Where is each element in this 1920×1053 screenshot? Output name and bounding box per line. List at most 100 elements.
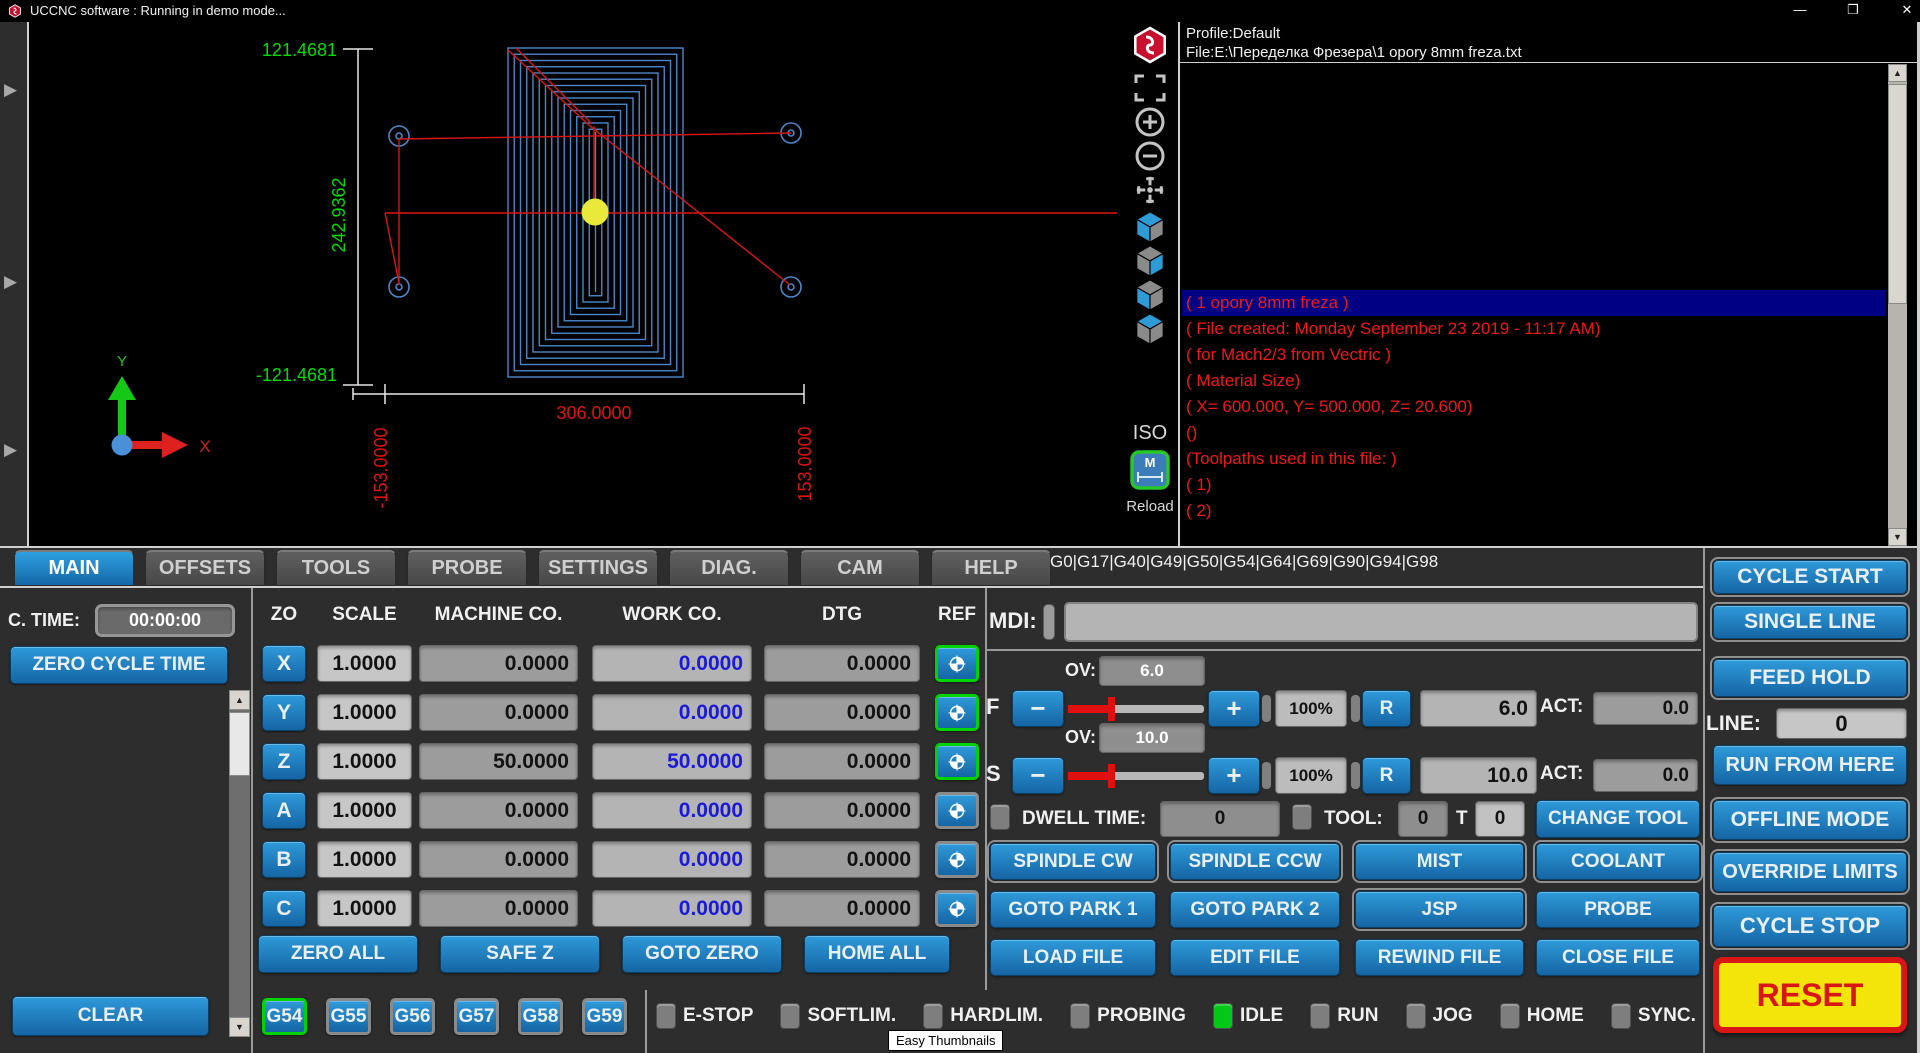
- iso-view-button[interactable]: ISO: [1132, 422, 1168, 444]
- zoom-out-icon[interactable]: [1126, 140, 1174, 172]
- dtg-display-b[interactable]: 0.0000: [764, 841, 920, 878]
- tab-offsets[interactable]: OFFSETS: [145, 550, 265, 586]
- gcode-line[interactable]: (): [1186, 423, 1198, 442]
- goto-park-1-button[interactable]: GOTO PARK 1: [990, 891, 1156, 928]
- t-display[interactable]: 0: [1475, 801, 1525, 837]
- feed-slider-track[interactable]: [1068, 705, 1204, 713]
- change-tool-button[interactable]: CHANGE TOOL: [1536, 800, 1700, 838]
- wcs-button-g56[interactable]: G56: [390, 998, 435, 1035]
- cycle-start-button[interactable]: CYCLE START: [1713, 560, 1907, 594]
- coolant-button[interactable]: COOLANT: [1536, 843, 1700, 880]
- ref-button-c[interactable]: [935, 890, 979, 927]
- close-file-button[interactable]: CLOSE FILE: [1536, 939, 1700, 976]
- override-limits-button[interactable]: OVERRIDE LIMITS: [1713, 852, 1907, 892]
- machine-co-display-y[interactable]: 0.0000: [419, 694, 578, 731]
- gcode-line[interactable]: (Toolpaths used in this file: ): [1186, 449, 1397, 468]
- wcs-button-g59[interactable]: G59: [582, 998, 627, 1035]
- wcs-button-g57[interactable]: G57: [454, 998, 499, 1035]
- tab-settings[interactable]: SETTINGS: [538, 550, 658, 586]
- flyout-arrow-icon[interactable]: ▶: [4, 440, 18, 459]
- mdi-input[interactable]: [1064, 602, 1698, 642]
- work-co-display-z[interactable]: 50.0000: [592, 743, 752, 780]
- scale-display-c[interactable]: 1.0000: [317, 890, 412, 927]
- machine-co-display-z[interactable]: 50.0000: [419, 743, 578, 780]
- cube-view-4-icon[interactable]: [1126, 312, 1174, 346]
- spindle-ccw-button[interactable]: SPINDLE CCW: [1170, 843, 1340, 880]
- minimize-button[interactable]: —: [1793, 2, 1807, 17]
- axis-button-y[interactable]: Y: [262, 694, 306, 731]
- work-co-display-y[interactable]: 0.0000: [592, 694, 752, 731]
- tab-probe[interactable]: PROBE: [407, 550, 527, 586]
- feed-slider-handle[interactable]: [1108, 697, 1115, 721]
- history-scroll-thumb[interactable]: [229, 712, 250, 776]
- wcs-button-g58[interactable]: G58: [518, 998, 563, 1035]
- cube-view-3-icon[interactable]: [1126, 278, 1174, 312]
- zero-all-button[interactable]: ZERO ALL: [258, 935, 418, 973]
- spindle-plus-button[interactable]: +: [1208, 757, 1260, 794]
- safe-z-button[interactable]: SAFE Z: [440, 935, 600, 973]
- probe-button[interactable]: PROBE: [1536, 891, 1700, 928]
- gcode-scrollbar[interactable]: ▲ ▼: [1888, 64, 1907, 546]
- feed-hold-button[interactable]: FEED HOLD: [1713, 659, 1907, 697]
- spindle-slider-handle[interactable]: [1108, 764, 1115, 788]
- spindle-cw-button[interactable]: SPINDLE CW: [990, 843, 1156, 880]
- dtg-display-y[interactable]: 0.0000: [764, 694, 920, 731]
- clear-button[interactable]: CLEAR: [12, 996, 209, 1036]
- zoom-in-icon[interactable]: [1126, 106, 1174, 138]
- machine-co-display-a[interactable]: 0.0000: [419, 792, 578, 829]
- goto-zero-button[interactable]: GOTO ZERO: [622, 935, 782, 973]
- tool-checkbox[interactable]: [1292, 804, 1312, 830]
- machine-co-display-b[interactable]: 0.0000: [419, 841, 578, 878]
- work-co-display-x[interactable]: 0.0000: [592, 645, 752, 682]
- flyout-arrow-icon[interactable]: ▶: [4, 272, 18, 291]
- axis-button-b[interactable]: B: [262, 841, 306, 878]
- center-view-icon[interactable]: [1126, 174, 1174, 206]
- scroll-down-icon[interactable]: ▼: [1888, 528, 1907, 546]
- gcode-line[interactable]: ( 1 opory 8mm freza ): [1182, 290, 1886, 316]
- ref-button-a[interactable]: [935, 792, 979, 829]
- toolpath-viewport[interactable]: 121.4681 242.9362 -121.4681 306.0000 -15…: [29, 22, 1178, 546]
- goto-park-2-button[interactable]: GOTO PARK 2: [1170, 891, 1340, 928]
- machine-co-display-c[interactable]: 0.0000: [419, 890, 578, 927]
- run-from-here-button[interactable]: RUN FROM HERE: [1713, 745, 1907, 785]
- axis-button-a[interactable]: A: [262, 792, 306, 829]
- dtg-display-a[interactable]: 0.0000: [764, 792, 920, 829]
- tab-tools[interactable]: TOOLS: [276, 550, 396, 586]
- scale-display-b[interactable]: 1.0000: [317, 841, 412, 878]
- offline-mode-button[interactable]: OFFLINE MODE: [1713, 800, 1907, 840]
- scale-display-x[interactable]: 1.0000: [317, 645, 412, 682]
- spindle-100-button[interactable]: 100%: [1275, 757, 1347, 794]
- dwell-checkbox[interactable]: [990, 804, 1010, 830]
- ref-button-b[interactable]: [935, 841, 979, 878]
- ref-button-y[interactable]: [935, 694, 979, 731]
- scroll-up-icon[interactable]: ▲: [229, 690, 250, 710]
- feed-minus-button[interactable]: −: [1012, 690, 1064, 727]
- close-button[interactable]: ✕: [1901, 2, 1913, 17]
- history-scrollbar[interactable]: ▲ ▼: [229, 690, 250, 1037]
- units-mm-button[interactable]: M: [1126, 450, 1174, 490]
- mist-button[interactable]: MIST: [1355, 843, 1524, 880]
- gcode-line[interactable]: ( 1): [1186, 475, 1212, 494]
- reload-button[interactable]: Reload: [1126, 498, 1174, 515]
- feed-reset-button[interactable]: R: [1362, 690, 1411, 727]
- cube-view-2-icon[interactable]: [1126, 244, 1174, 278]
- gcode-scroll-thumb[interactable]: [1888, 84, 1907, 304]
- ref-button-z[interactable]: [935, 743, 979, 780]
- machine-co-display-x[interactable]: 0.0000: [419, 645, 578, 682]
- tab-cam[interactable]: CAM: [800, 550, 920, 586]
- cube-view-1-icon[interactable]: [1126, 210, 1174, 244]
- gcode-line[interactable]: ( 2): [1186, 501, 1212, 520]
- gcode-lines[interactable]: ( 1 opory 8mm freza ) ( File created: Mon…: [1182, 290, 1886, 524]
- scale-display-a[interactable]: 1.0000: [317, 792, 412, 829]
- load-file-button[interactable]: LOAD FILE: [990, 939, 1156, 976]
- single-line-button[interactable]: SINGLE LINE: [1713, 605, 1907, 639]
- axis-button-z[interactable]: Z: [262, 743, 306, 780]
- home-all-button[interactable]: HOME ALL: [804, 935, 950, 973]
- spindle-minus-button[interactable]: −: [1012, 757, 1064, 794]
- feed-100-button[interactable]: 100%: [1275, 690, 1347, 727]
- cycle-stop-button[interactable]: CYCLE STOP: [1713, 905, 1907, 947]
- jsp-button[interactable]: JSP: [1355, 891, 1524, 928]
- axis-button-x[interactable]: X: [262, 645, 306, 682]
- tab-diag[interactable]: DIAG.: [669, 550, 789, 586]
- fit-to-screen-icon[interactable]: [1126, 74, 1174, 102]
